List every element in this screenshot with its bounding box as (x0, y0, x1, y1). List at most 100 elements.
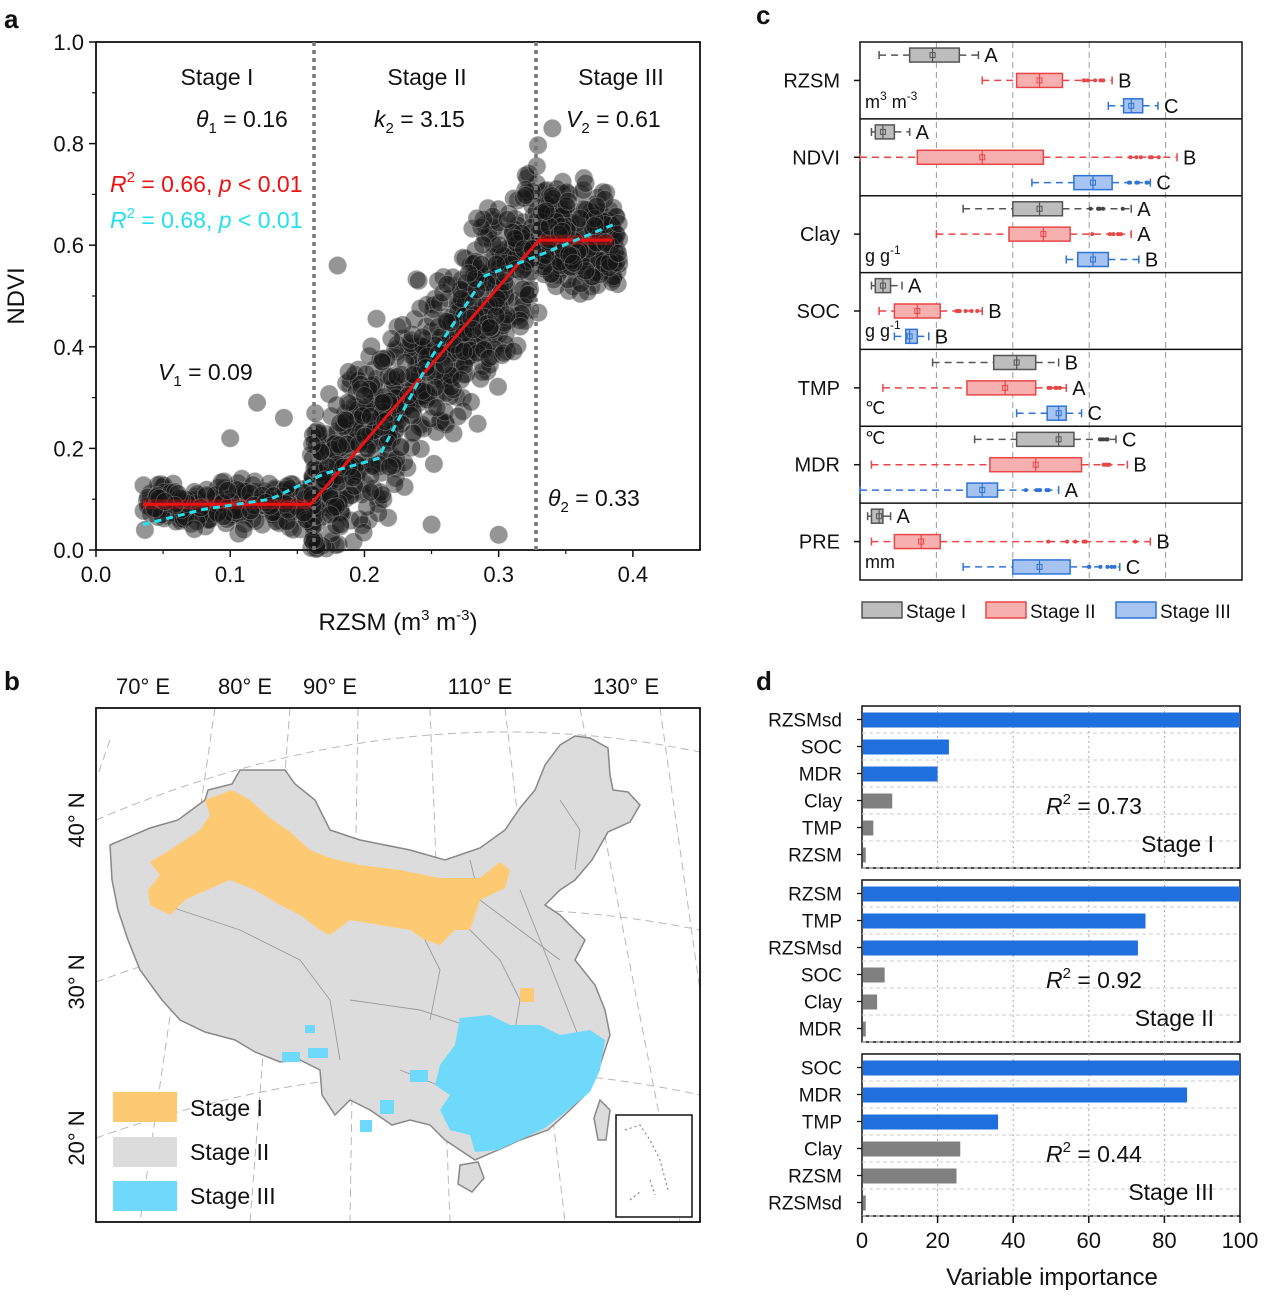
d-x-tick-label: 40 (1001, 1228, 1025, 1253)
scatter-point (554, 254, 574, 274)
scatter-point (471, 369, 490, 389)
stage3-patch-3 (380, 1100, 394, 1114)
scatter-point (426, 422, 446, 442)
scatter-point (156, 497, 176, 517)
scatter-point (431, 382, 450, 402)
scatter-point (223, 483, 243, 503)
significance-letter: B (1156, 532, 1169, 554)
scatter-point (343, 532, 363, 552)
scatter-point (205, 496, 225, 516)
stage-title-3: Stage III (578, 64, 664, 90)
significance-letter: B (1183, 147, 1196, 169)
scatter-point (580, 209, 600, 229)
scatter-point (603, 254, 623, 274)
scatter-point (536, 208, 556, 228)
scatter-point (402, 341, 422, 361)
scatter-point (588, 275, 607, 295)
scatter-point (489, 525, 509, 545)
scatter-point (594, 210, 614, 229)
scatter-point (555, 249, 575, 269)
scatter-point (343, 412, 363, 432)
stage3-region-south (435, 1015, 605, 1152)
scatter-point (603, 266, 622, 286)
scatter-point (329, 439, 349, 459)
scatter-point (275, 479, 295, 499)
scatter-point (172, 492, 192, 512)
scatter-point (352, 484, 372, 504)
scatter-point (549, 210, 569, 230)
scatter-point (233, 481, 253, 501)
d-stage-label: Stage I (1141, 831, 1214, 857)
stage-title-2: Stage II (387, 64, 466, 90)
scatter-point (582, 276, 601, 296)
significance-letter: C (1122, 429, 1136, 451)
scatter-point (488, 239, 508, 259)
scatter-point (386, 420, 406, 440)
scatter-point (457, 349, 477, 369)
scatter-point (366, 385, 386, 405)
stage3-patch-6 (305, 1025, 315, 1033)
scatter-point (587, 201, 607, 221)
scatter-point (359, 434, 378, 454)
scatter-point (437, 274, 457, 294)
scatter-point (462, 331, 481, 350)
scatter-point (575, 199, 595, 219)
scatter-point (524, 206, 543, 226)
significance-letter: C (1164, 96, 1178, 118)
scatter-point (424, 454, 444, 474)
x-tick-label: 0.3 (483, 562, 514, 587)
scatter-point (382, 396, 402, 416)
scatter-point (340, 376, 360, 396)
scatter-point (347, 409, 367, 429)
scatter-point (557, 253, 577, 273)
scatter-point (488, 199, 508, 219)
scatter-point (371, 399, 391, 419)
scatter-point (365, 399, 385, 419)
scatter-point (365, 457, 385, 477)
panel-c-legend: Stage I Stage II Stage III (861, 601, 1231, 623)
scatter-point (431, 411, 451, 430)
d-x-tick-label: 20 (925, 1228, 949, 1253)
scatter-point (349, 453, 369, 473)
scatter-point (409, 271, 429, 291)
r2-red-annotation: R2 = 0.66, p < 0.01 (110, 169, 303, 197)
scatter-point (497, 341, 517, 361)
scatter-point (302, 515, 322, 534)
outlier (1053, 385, 1058, 390)
scatter-point (506, 230, 526, 250)
scatter-point (342, 485, 362, 505)
scatter-point (518, 285, 537, 304)
scatter-point (551, 260, 571, 280)
importance-bar (863, 739, 949, 755)
outlier (1085, 78, 1090, 83)
scatter-point (512, 228, 531, 248)
scatter-point (379, 457, 399, 477)
scatter-point (578, 282, 598, 301)
scatter-point (198, 511, 218, 530)
scatter-point (327, 395, 347, 415)
scatter-point (425, 366, 445, 386)
significance-letter: B (1065, 352, 1078, 374)
scatter-point (386, 376, 406, 396)
scatter-point (489, 293, 509, 312)
outlier (1135, 180, 1140, 185)
significance-letter: A (908, 276, 922, 298)
scatter-point (537, 180, 557, 200)
scatter-point (476, 270, 496, 290)
d-r2-label: R2 = 0.44 (1046, 1139, 1142, 1167)
scatter-point (299, 507, 319, 527)
lon-label-70: 70° E (116, 674, 170, 699)
scatter-point (547, 251, 567, 271)
scatter-point (233, 482, 253, 502)
y-tick-label: 1.0 (53, 30, 84, 55)
scatter-point (550, 249, 570, 268)
scatter-point (587, 196, 607, 216)
scatter-point (346, 409, 366, 429)
scatter-point (543, 205, 563, 225)
d-category-label: RZSMsd (768, 1194, 842, 1215)
scatter-point (489, 235, 509, 255)
scatter-point (494, 307, 514, 327)
box (1015, 431, 1075, 448)
scatter-point (269, 513, 289, 533)
